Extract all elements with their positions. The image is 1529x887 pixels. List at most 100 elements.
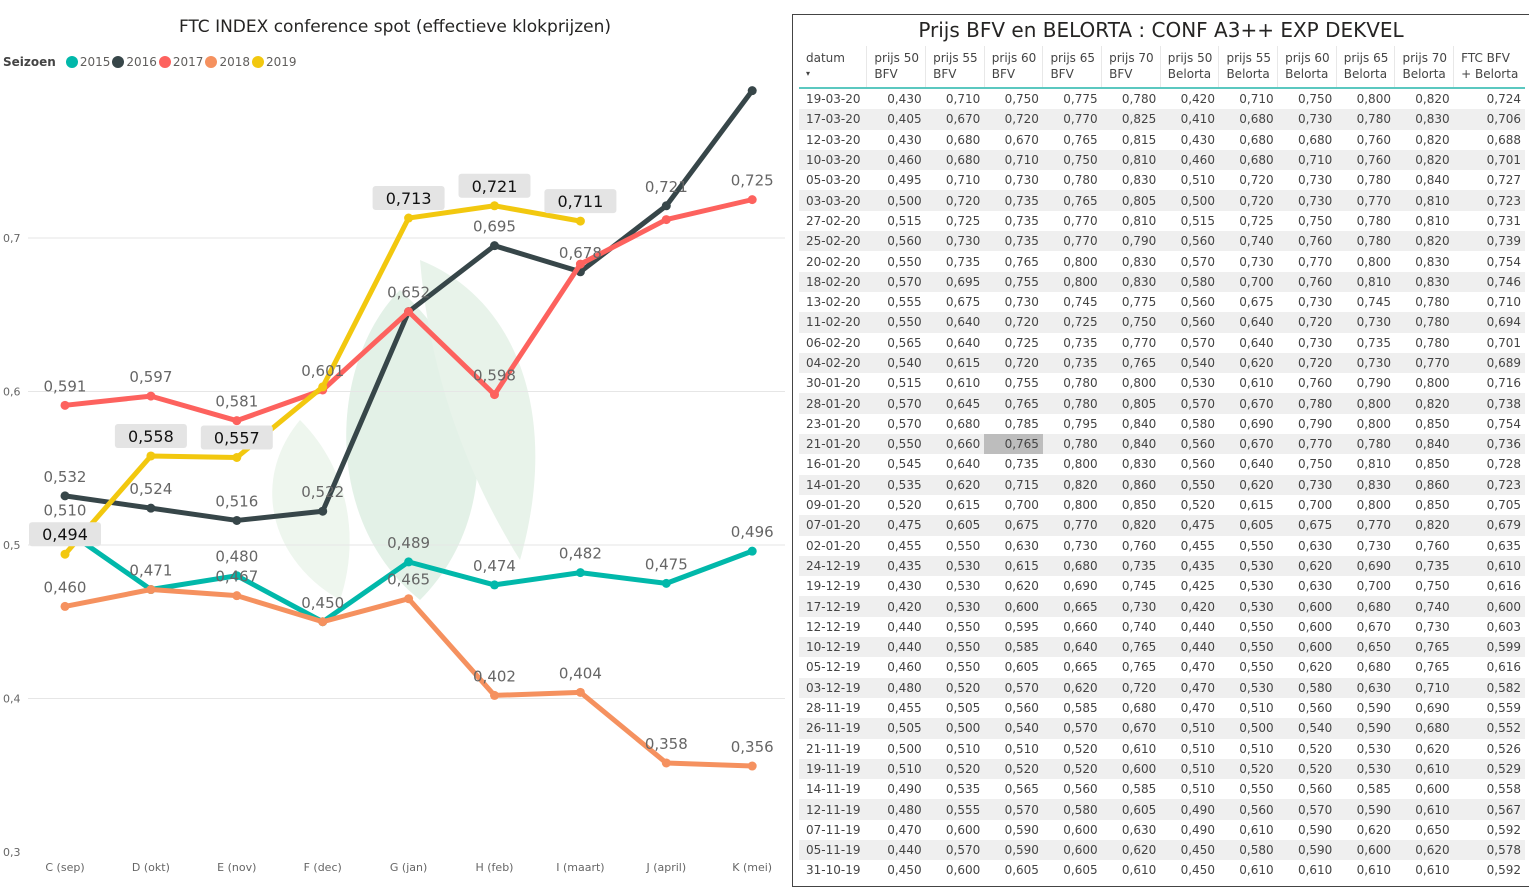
date-cell[interactable]: 16-01-20 xyxy=(806,457,861,472)
price-cell[interactable]: 0,775 xyxy=(1121,295,1157,310)
price-cell[interactable]: 0,680 xyxy=(1042,555,1102,577)
data-point-2016[interactable] xyxy=(490,241,499,251)
column-header[interactable]: prijs 70 Belorta xyxy=(1394,46,1454,89)
data-point-2019[interactable] xyxy=(318,382,328,392)
price-cell[interactable]: 0,590 xyxy=(1336,718,1395,739)
price-cell[interactable]: 0,550 xyxy=(866,312,926,333)
price-cell[interactable]: 0,675 xyxy=(1239,295,1274,310)
date-cell[interactable]: 03-12-19 xyxy=(799,677,867,698)
price-cell[interactable]: 0,701 xyxy=(1453,149,1525,171)
price-cell[interactable]: 0,590 xyxy=(1336,799,1395,820)
price-cell[interactable]: 0,730 xyxy=(1336,352,1395,374)
price-cell[interactable]: 0,520 xyxy=(1180,498,1215,513)
price-cell[interactable]: 0,550 xyxy=(945,619,981,634)
price-cell[interactable]: 0,680 xyxy=(1121,701,1157,716)
price-cell[interactable]: 0,510 xyxy=(1004,741,1039,756)
price-cell[interactable]: 0,610 xyxy=(1356,863,1391,878)
price-cell[interactable]: 0,535 xyxy=(945,782,981,797)
price-cell[interactable]: 0,815 xyxy=(1121,132,1157,147)
price-cell[interactable]: 0,610 xyxy=(945,376,981,391)
price-cell[interactable]: 0,560 xyxy=(866,231,926,252)
price-cell[interactable]: 0,746 xyxy=(1453,271,1525,292)
price-cell[interactable]: 0,730 xyxy=(1297,173,1333,188)
price-cell[interactable]: 0,620 xyxy=(1394,839,1454,861)
price-cell[interactable]: 0,455 xyxy=(887,538,922,553)
price-cell[interactable]: 0,679 xyxy=(1453,515,1525,536)
price-cell[interactable]: 0,560 xyxy=(1297,701,1333,716)
date-cell[interactable]: 21-11-19 xyxy=(806,741,861,756)
price-cell[interactable]: 0,435 xyxy=(866,555,926,577)
price-cell[interactable]: 0,635 xyxy=(1486,538,1521,553)
price-cell[interactable]: 0,810 xyxy=(1415,213,1450,228)
price-cell[interactable]: 0,500 xyxy=(1218,718,1278,739)
price-cell[interactable]: 0,620 xyxy=(1004,579,1039,594)
price-cell[interactable]: 0,770 xyxy=(1297,254,1333,269)
price-cell[interactable]: 0,510 xyxy=(1160,718,1219,739)
price-cell[interactable]: 0,530 xyxy=(925,555,985,577)
price-cell[interactable]: 0,770 xyxy=(1042,231,1102,252)
price-cell[interactable]: 0,736 xyxy=(1453,434,1525,455)
price-cell[interactable]: 0,780 xyxy=(1336,231,1395,252)
price-cell[interactable]: 0,754 xyxy=(1486,416,1521,431)
price-cell[interactable]: 0,690 xyxy=(1063,579,1098,594)
price-cell[interactable]: 0,600 xyxy=(984,596,1043,617)
price-cell[interactable]: 0,820 xyxy=(1394,231,1454,252)
data-point-2017[interactable] xyxy=(661,215,671,225)
price-cell[interactable]: 0,620 xyxy=(1218,474,1278,495)
table-row[interactable]: 14-11-19 0,490 0,535 0,565 0,560 0,585 0,510 0,… xyxy=(799,779,1525,799)
price-cell[interactable]: 0,690 xyxy=(1415,701,1450,716)
table-row[interactable]: 31-10-19 0,450 0,600 0,605 0,605 0,610 0,450 0,… xyxy=(799,860,1525,880)
price-cell[interactable]: 0,840 xyxy=(1121,416,1157,431)
price-cell[interactable]: 0,650 xyxy=(1336,637,1395,658)
table-row[interactable]: 25-02-20 0,560 0,730 0,735 0,770 0,790 0,560 0,… xyxy=(799,231,1525,252)
price-cell[interactable]: 0,580 xyxy=(1218,839,1278,861)
price-cell[interactable]: 0,616 xyxy=(1486,579,1521,594)
date-cell[interactable]: 11-02-20 xyxy=(799,312,867,333)
date-cell[interactable]: 14-11-19 xyxy=(806,782,861,797)
price-cell[interactable]: 0,559 xyxy=(1486,701,1521,716)
price-cell[interactable]: 0,820 xyxy=(1394,149,1454,171)
column-header[interactable]: prijs 60 Belorta xyxy=(1277,46,1337,89)
price-cell[interactable]: 0,630 xyxy=(1297,579,1333,594)
date-cell[interactable]: 10-03-20 xyxy=(799,149,867,171)
price-cell[interactable]: 0,700 xyxy=(1297,498,1333,513)
price-cell[interactable]: 0,430 xyxy=(887,579,922,594)
price-cell[interactable]: 0,435 xyxy=(1160,555,1219,577)
legend-item-2016[interactable]: 2016 xyxy=(112,55,157,69)
data-point-2019[interactable] xyxy=(60,549,70,559)
date-cell[interactable]: 27-02-20 xyxy=(806,213,861,228)
price-cell[interactable]: 0,510 xyxy=(866,758,926,780)
price-cell[interactable]: 0,670 xyxy=(1218,434,1278,455)
table-row[interactable]: 19-11-19 0,510 0,520 0,520 0,520 0,600 0,510 0,… xyxy=(799,758,1525,780)
price-cell[interactable]: 0,765 xyxy=(984,434,1043,455)
price-cell[interactable]: 0,650 xyxy=(1415,822,1450,837)
date-cell[interactable]: 18-02-20 xyxy=(799,271,867,292)
price-cell[interactable]: 0,470 xyxy=(1180,701,1215,716)
date-cell[interactable]: 02-01-20 xyxy=(806,538,861,553)
price-cell[interactable]: 0,570 xyxy=(1277,799,1337,820)
table-row[interactable]: 27-02-20 0,515 0,725 0,735 0,770 0,810 0,515 0,… xyxy=(799,211,1525,231)
price-cell[interactable]: 0,780 xyxy=(1336,434,1395,455)
price-cell[interactable]: 0,710 xyxy=(1239,92,1274,107)
price-cell[interactable]: 0,645 xyxy=(925,393,985,414)
price-cell[interactable]: 0,592 xyxy=(1486,863,1521,878)
date-cell[interactable]: 26-11-19 xyxy=(799,718,867,739)
data-point-2017[interactable] xyxy=(747,195,757,205)
price-cell[interactable]: 0,535 xyxy=(866,474,926,495)
price-cell[interactable]: 0,640 xyxy=(945,457,981,472)
table-row[interactable]: 03-03-20 0,500 0,720 0,735 0,765 0,805 0,500 0,… xyxy=(799,190,1525,211)
price-cell[interactable]: 0,739 xyxy=(1453,231,1525,252)
price-cell[interactable]: 0,620 xyxy=(925,474,985,495)
price-cell[interactable]: 0,550 xyxy=(1218,637,1278,658)
price-cell[interactable]: 0,620 xyxy=(1218,352,1278,374)
date-cell[interactable]: 30-01-20 xyxy=(806,376,861,391)
price-cell[interactable]: 0,570 xyxy=(1160,393,1219,414)
data-point-2018[interactable] xyxy=(575,687,585,697)
price-cell[interactable]: 0,490 xyxy=(1160,799,1219,820)
price-cell[interactable]: 0,745 xyxy=(1121,579,1157,594)
price-cell[interactable]: 0,600 xyxy=(1336,839,1395,861)
price-cell[interactable]: 0,765 xyxy=(1121,660,1157,675)
price-cell[interactable]: 0,570 xyxy=(1180,254,1215,269)
price-cell[interactable]: 0,450 xyxy=(1160,839,1219,861)
price-cell[interactable]: 0,720 xyxy=(1277,352,1337,374)
